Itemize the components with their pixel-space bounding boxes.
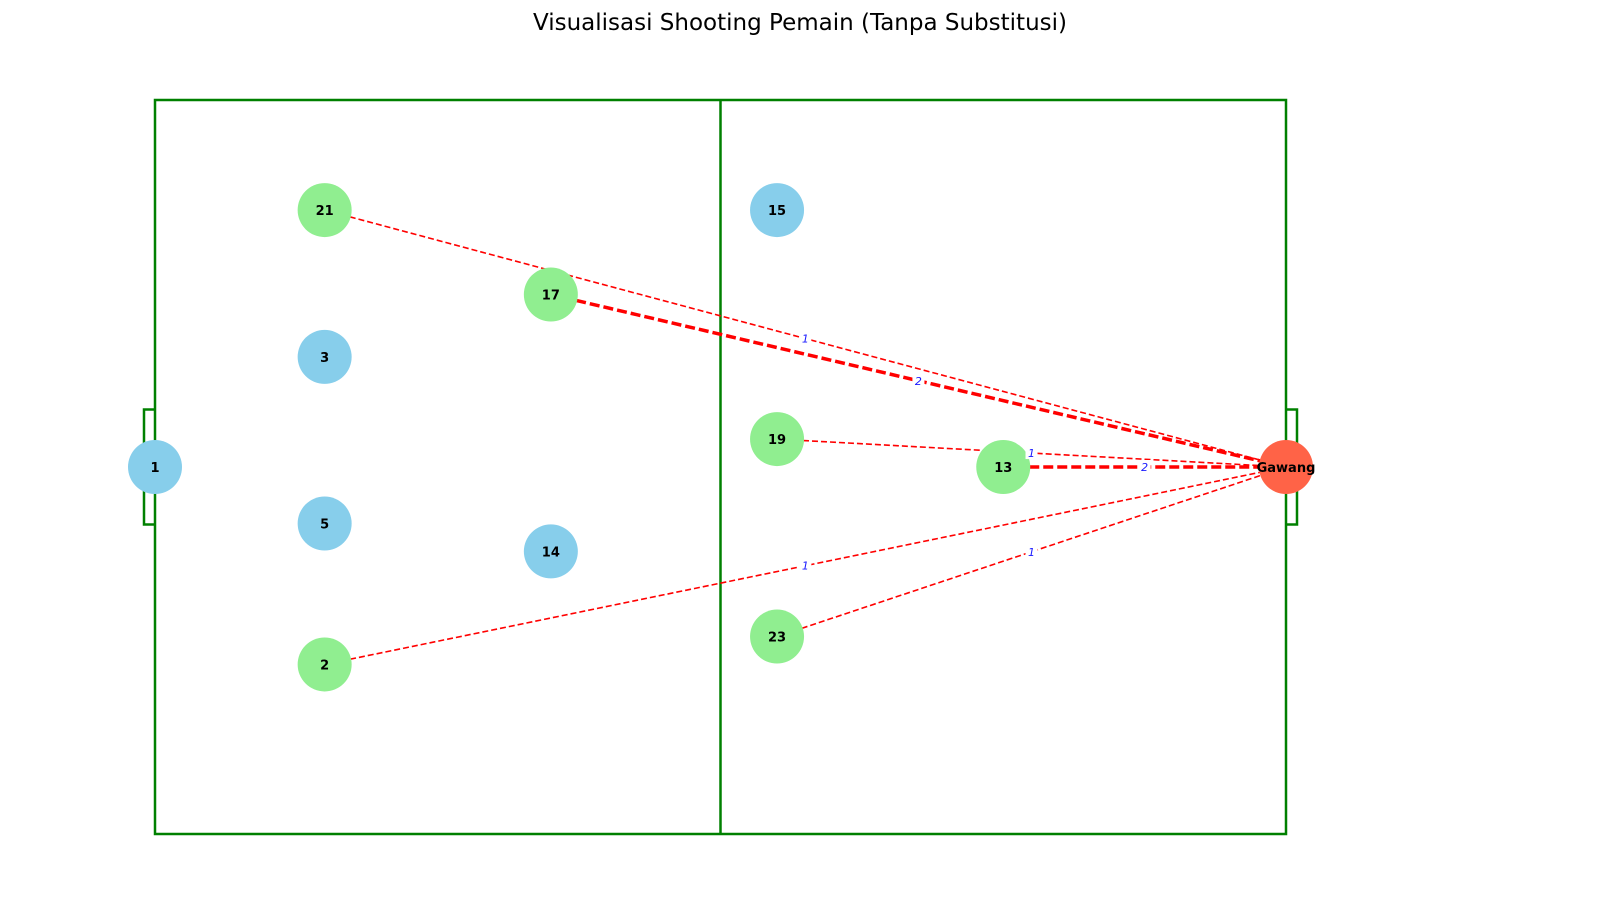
player-number-2: 2 [320,658,329,673]
player-node-1 [128,440,182,494]
shot-count-label-13: 2 [1141,461,1148,474]
player-node-17 [523,267,578,322]
player-number-13: 13 [994,461,1012,476]
goal-label: Gawang [1257,461,1316,476]
shot-count-bg-17 [912,373,925,387]
shot-count-label-17: 2 [915,375,922,388]
player-node-15 [750,183,805,238]
player-number-21: 21 [316,204,334,219]
player-number-14: 14 [542,545,560,560]
player-node-21 [297,183,352,238]
shot-count-bg-19 [1025,446,1038,460]
shot-count-label-21: 1 [802,333,809,346]
player-number-1: 1 [150,461,159,476]
player-number-5: 5 [320,518,329,533]
player-number-3: 3 [320,351,329,366]
player-number-23: 23 [768,631,786,646]
shot-count-bg-23 [1025,544,1038,558]
shot-count-label-23: 1 [1028,546,1035,559]
shot-count-bg-21 [799,331,812,345]
player-node-5 [297,496,352,551]
player-number-17: 17 [542,289,560,304]
goal-node [1259,440,1313,494]
player-node-3 [297,329,352,384]
player-number-19: 19 [768,433,786,448]
player-node-19 [750,412,805,467]
chart-title: Visualisasi Shooting Pemain (Tanpa Subst… [532,10,1067,36]
shot-count-label-19: 1 [1028,447,1035,460]
player-number-15: 15 [768,204,786,219]
player-node-13 [976,440,1031,494]
shot-count-labels: 1 2 1 2 1 1 [799,331,1151,573]
player-node-14 [523,524,578,579]
shot-lines [349,216,1262,660]
shot-count-bg-13 [1138,460,1151,473]
player-node-23 [750,609,805,664]
shot-count-label-2: 1 [802,560,809,573]
shot-count-bg-2 [799,558,812,572]
player-node-2 [297,637,352,692]
